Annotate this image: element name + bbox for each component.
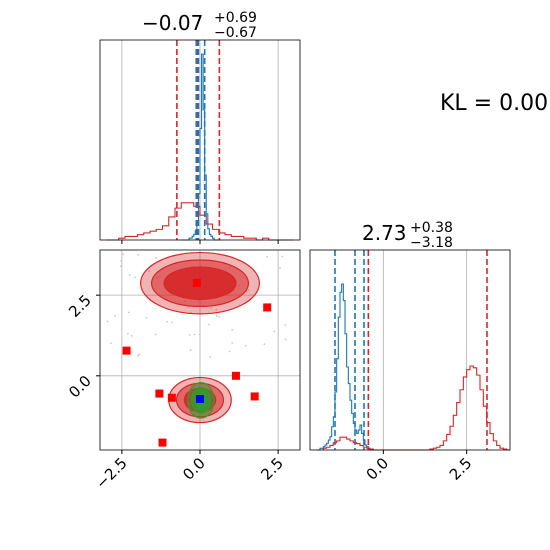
scatter-dot <box>189 349 192 351</box>
title-sub-y: −3.18 <box>410 235 453 251</box>
title-sup-x: +0.69 <box>214 10 257 26</box>
title-value-x: −0.07 <box>142 11 203 35</box>
tick-label-y-marginal-0: 0.0 <box>363 454 393 484</box>
scatter-dot <box>209 356 212 359</box>
marginal-y-title: 2.73 +0.38 −3.18 <box>362 220 453 251</box>
marker-1 <box>155 389 164 398</box>
marginal-x-panel <box>99 39 301 244</box>
scatter-dot <box>136 354 139 357</box>
scatter-dot <box>215 308 218 311</box>
scatter-dot <box>207 323 210 326</box>
scatter-dot <box>266 255 269 258</box>
tick-label-joint-x-1: 0.0 <box>179 454 209 484</box>
tick-label-joint-y-0: 0.0 <box>65 372 95 402</box>
scatter-dot <box>127 311 130 314</box>
histogram-blue <box>316 283 374 451</box>
scatter-dot <box>130 334 133 337</box>
histogram-blue <box>181 53 221 241</box>
title-sup-y: +0.38 <box>410 220 453 236</box>
axes-frame-y <box>309 249 511 451</box>
scatter-dot <box>247 289 250 292</box>
tick-label-joint-x-0: −2.5 <box>92 454 130 492</box>
scatter-dot <box>145 316 148 319</box>
scatter-dot <box>155 256 158 259</box>
marker-0 <box>122 346 131 355</box>
scatter-dot <box>284 338 287 341</box>
scatter-dot <box>279 267 281 269</box>
marker-8 <box>196 395 204 404</box>
scatter-dot <box>109 342 112 345</box>
scatter-dot <box>263 343 266 346</box>
title-value-y: 2.73 <box>362 221 407 245</box>
scatter-dot <box>198 333 201 336</box>
title-sub-x: −0.67 <box>214 25 257 41</box>
marker-3 <box>158 438 167 447</box>
scatter-dot <box>120 265 122 268</box>
marker-7 <box>263 303 272 312</box>
scatter-dot <box>281 255 284 258</box>
marker-2 <box>167 393 176 402</box>
scatter-dot <box>137 253 140 256</box>
scatter-dot <box>138 353 141 356</box>
scatter-dot <box>244 344 247 347</box>
scatter-dot <box>148 270 151 273</box>
tick-label-joint-x-2: 2.5 <box>257 454 287 484</box>
kl-annotation: KL = 0.00 <box>440 91 548 116</box>
marker-5 <box>231 371 240 380</box>
scatter-dot <box>193 333 196 336</box>
scatter-dot <box>284 324 287 326</box>
scatter-dot <box>210 306 213 309</box>
scatter-dot <box>154 333 157 336</box>
scatter-dot <box>114 314 117 317</box>
scatter-dot <box>171 321 174 324</box>
scatter-dot <box>231 328 234 331</box>
scatter-dot <box>166 320 168 323</box>
joint-panel: −2.5 0.0 2.5 0.0 2.5 <box>65 249 301 493</box>
marginal-y-panel: 0.0 2.5 <box>309 249 511 484</box>
scatter-dot <box>215 315 218 317</box>
marker-4 <box>192 278 201 287</box>
scatter-dot <box>218 316 221 318</box>
scatter-dot <box>122 253 124 256</box>
scatter-dot <box>188 334 191 336</box>
scatter-dot <box>106 320 109 323</box>
scatter-dot <box>228 350 231 353</box>
scatter-dot <box>128 274 131 277</box>
histogram-red <box>322 365 510 451</box>
marginal-x-title: −0.07 +0.69 −0.67 <box>142 10 257 41</box>
marker-6 <box>250 392 259 401</box>
tick-label-joint-y-1: 2.5 <box>65 291 95 321</box>
scatter-dot <box>127 332 129 335</box>
scatter-dot <box>120 356 123 359</box>
scatter-dot <box>120 260 123 262</box>
scatter-dot <box>231 341 234 344</box>
scatter-dot <box>134 276 136 279</box>
tick-label-y-marginal-1: 2.5 <box>446 454 476 484</box>
scatter-dot <box>273 330 276 333</box>
